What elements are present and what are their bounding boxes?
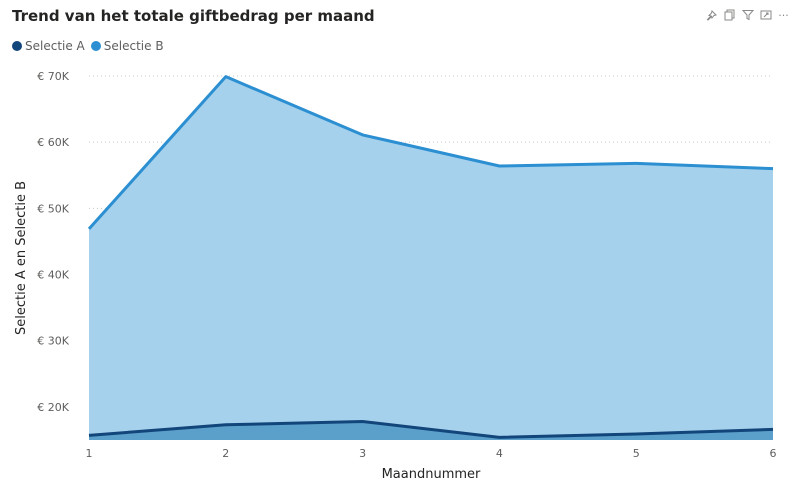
- legend-marker-selectie-a: [12, 41, 22, 51]
- y-tick-label: € 50K: [37, 202, 69, 215]
- legend-marker-selectie-b: [90, 41, 101, 51]
- legend: Selectie A Selectie B: [12, 39, 170, 53]
- filter-icon[interactable]: [741, 8, 754, 22]
- y-tick-label: € 70K: [37, 70, 69, 83]
- visual-header-toolbar: ···: [705, 8, 790, 22]
- focus-mode-icon[interactable]: [759, 8, 772, 22]
- x-tick-label: 3: [359, 447, 366, 460]
- chart-title: Trend van het totale giftbedrag per maan…: [12, 7, 375, 25]
- x-tick-label: 6: [770, 447, 777, 460]
- area-selectie-b: [89, 76, 773, 441]
- line-selectie-b: [87, 75, 774, 230]
- x-tick-label: 1: [86, 447, 93, 460]
- more-options-icon[interactable]: ···: [778, 8, 789, 22]
- y-tick-label: € 30K: [37, 335, 69, 348]
- legend-item-selectie-b[interactable]: Selectie B: [90, 39, 164, 53]
- legend-label-selectie-a: Selectie A: [25, 39, 85, 53]
- x-axis-title: Maandnummer: [382, 467, 481, 482]
- copy-icon[interactable]: [723, 8, 736, 22]
- x-tick-label: 5: [633, 447, 640, 460]
- x-tick-label: 4: [496, 447, 503, 460]
- legend-label-selectie-b: Selectie B: [103, 39, 164, 53]
- y-tick-label: € 20K: [37, 401, 69, 414]
- pin-icon[interactable]: [705, 8, 718, 22]
- x-tick-label: 2: [222, 447, 229, 460]
- line-selectie-a: [88, 419, 774, 439]
- y-tick-label: € 60K: [37, 136, 69, 149]
- y-tick-label: € 40K: [37, 269, 69, 282]
- legend-item-selectie-a[interactable]: Selectie A: [12, 39, 85, 53]
- y-axis-title: Selectie A en Selectie B: [14, 181, 29, 335]
